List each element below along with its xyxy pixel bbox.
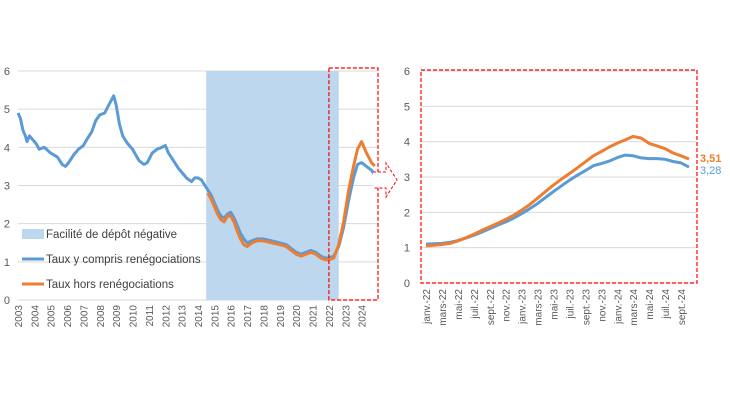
left-x-tick-2017: 2017 [243,305,254,328]
right-chart-end-labels: 3,513,28 [700,153,721,177]
right-x-tick-7: mars-23 [534,289,545,326]
right-y-tick-0: 0 [404,278,410,290]
legend-entry-2: Taux hors renégociations [22,279,174,291]
right-y-tick-5: 5 [404,101,410,113]
left-x-tick-2006: 2006 [63,305,74,328]
right-x-tick-3: juil.-22 [470,289,481,320]
left-x-tick-2012: 2012 [161,305,172,328]
legend-label-0: Facilité de dépôt négative [46,229,177,241]
end-label-0: 3,51 [700,153,721,165]
left-chart-x-tick-labels: 2003 2004 2005 2006 2007 2008 2009 2010 2011 2012… [14,305,369,328]
left-x-tick-2013: 2013 [178,305,189,328]
right-zoom-frame [420,69,698,284]
left-x-tick-2019: 2019 [276,305,287,328]
right-series-line-1 [425,134,690,248]
right-y-tick-1: 1 [404,243,410,255]
left-y-tick-0: 0 [4,295,10,307]
right-x-tick-1: mars-22 [438,289,449,326]
right-x-tick-0: janv.-22 [422,289,433,325]
legend-entry-0: Facilité de dépôt négative [22,229,177,241]
left-x-tick-2014: 2014 [194,305,205,328]
right-y-tick-4: 4 [404,137,410,149]
left-y-tick-4: 4 [4,142,10,154]
left-y-tick-5: 5 [4,104,10,116]
zoom-arrow-icon [373,161,398,199]
left-x-tick-2003: 2003 [14,305,25,328]
left-chart-shaded-region [206,71,339,300]
legend-label-1: Taux y compris renégociations [46,254,201,266]
left-x-tick-2020: 2020 [292,305,303,328]
right-x-tick-12: janv.-24 [613,289,624,325]
right-x-tick-8: mai-23 [550,289,561,320]
right-x-tick-4: sept.-22 [486,289,497,326]
left-x-tick-2009: 2009 [112,305,123,328]
left-x-tick-2022: 2022 [325,305,336,328]
right-x-tick-16: sept.-24 [677,289,688,326]
right-chart-x-tick-labels: janv.-22 mars-22 mai-22 juil.-22 sept.-22 nov… [422,289,688,326]
right-x-tick-10: sept.-23 [581,289,592,326]
left-series-line-1 [206,140,376,262]
left-x-tick-2004: 2004 [30,305,41,328]
legend-entry-1: Taux y compris renégociations [22,254,201,266]
right-x-tick-5: nov.-22 [502,289,513,322]
left-x-tick-2021: 2021 [309,305,320,328]
left-x-tick-2005: 2005 [47,305,58,328]
right-x-tick-6: janv.-23 [518,289,529,325]
left-x-tick-2008: 2008 [96,305,107,328]
left-y-tick-2: 2 [4,219,10,231]
left-x-tick-2015: 2015 [210,305,221,328]
right-x-tick-11: nov.-23 [597,289,608,322]
right-y-tick-6: 6 [404,66,410,78]
left-y-tick-3: 3 [4,181,10,193]
right-x-tick-9: juil.-23 [565,289,576,320]
right-chart-y-tick-labels: 0 1 2 3 4 5 6 [404,66,410,290]
right-y-tick-2: 2 [404,207,410,219]
left-y-tick-1: 1 [4,257,10,269]
right-x-tick-15: juil.-24 [661,289,672,320]
legend-swatch-0 [22,229,44,239]
left-x-tick-2016: 2016 [227,305,238,328]
end-label-1: 3,28 [700,165,721,177]
left-series-line-0 [16,94,376,260]
left-chart-gridlines [18,70,378,301]
left-chart-y-tick-labels: 0 1 2 3 4 5 6 [4,66,10,307]
left-x-tick-2023: 2023 [341,305,352,328]
left-x-tick-2011: 2011 [145,305,156,327]
left-y-tick-6: 6 [4,66,10,78]
negative-deposit-rate-band [206,71,339,300]
right-chart-series [425,134,690,248]
left-x-tick-2024: 2024 [358,305,369,328]
right-chart-gridlines [421,70,697,284]
legend-label-2: Taux hors renégociations [46,279,174,291]
right-y-tick-3: 3 [404,172,410,184]
right-x-tick-13: mars-24 [629,289,640,326]
right-x-tick-2: mai-22 [454,289,465,320]
right-series-line-0 [425,153,690,246]
right-chart-frame [420,69,698,284]
right-x-tick-14: mai-24 [645,289,656,320]
left-chart-series [16,94,376,262]
left-chart-legend: Facilité de dépôt négative Taux y compris… [22,229,201,291]
left-x-tick-2007: 2007 [79,305,90,328]
left-x-tick-2010: 2010 [129,305,140,328]
left-x-tick-2018: 2018 [259,305,270,328]
zoom-arrow [373,161,398,199]
